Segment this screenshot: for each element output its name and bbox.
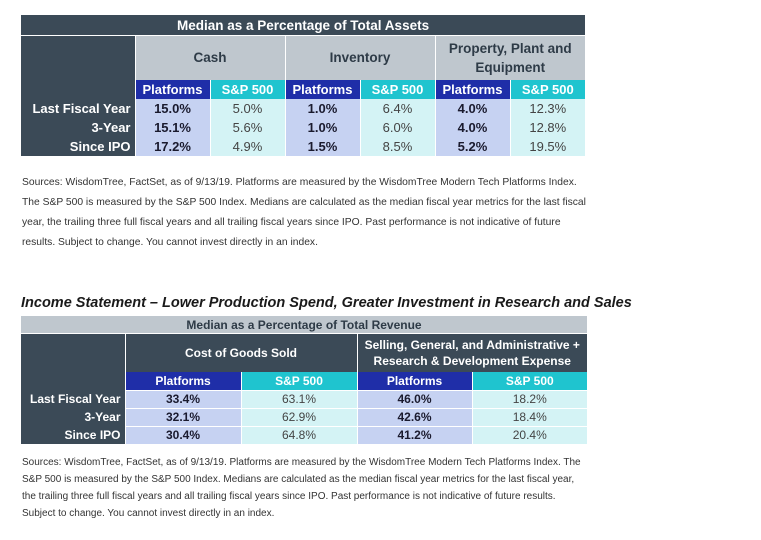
subheader-platforms: Platforms — [284, 79, 360, 99]
revenue-table-title: Median as a Percentage of Total Revenue — [21, 316, 588, 334]
row-label: 3-Year — [21, 117, 135, 137]
subheader-platforms: Platforms — [124, 371, 241, 390]
table-row: Since IPO 17.2% 4.9% 1.5% 8.5% 5.2% 19.5… — [21, 136, 586, 156]
cell-value: 1.0% — [284, 117, 360, 137]
cell-value: 4.9% — [209, 136, 285, 156]
cell-value: 6.4% — [359, 98, 435, 118]
group-cash: Cash — [134, 35, 285, 80]
cell-value: 15.1% — [134, 117, 210, 137]
cell-value: 1.5% — [284, 136, 360, 156]
row-label: Last Fiscal Year — [21, 98, 135, 118]
revenue-table: Median as a Percentage of Total Revenue … — [21, 316, 588, 444]
cell-value: 62.9% — [240, 407, 357, 426]
cell-value: 33.4% — [124, 389, 241, 408]
table-row: Last Fiscal Year 15.0% 5.0% 1.0% 6.4% 4.… — [21, 98, 586, 118]
cell-value: 4.0% — [434, 117, 510, 137]
cell-value: 8.5% — [359, 136, 435, 156]
cell-value: 46.0% — [356, 389, 472, 408]
row-label: Last Fiscal Year — [21, 390, 125, 408]
cell-value: 20.4% — [471, 425, 588, 444]
cell-value: 17.2% — [134, 136, 210, 156]
cell-value: 64.8% — [240, 425, 357, 444]
subheader-sp500: S&P 500 — [471, 371, 588, 390]
group-inventory: Inventory — [284, 35, 435, 80]
sources-note: Sources: WisdomTree, FactSet, as of 9/13… — [22, 177, 586, 248]
cell-value: 5.0% — [209, 98, 285, 118]
subheader-sp500: S&P 500 — [359, 79, 435, 99]
row-label: Since IPO — [21, 426, 125, 444]
cell-value: 15.0% — [134, 98, 210, 118]
assets-table-title: Median as a Percentage of Total Assets — [21, 15, 586, 36]
subheader-sp500: S&P 500 — [209, 79, 285, 99]
cell-value: 32.1% — [124, 407, 241, 426]
cell-value: 18.4% — [471, 407, 588, 426]
subheader-platforms: Platforms — [434, 79, 510, 99]
row-label: Since IPO — [21, 136, 135, 156]
cell-value: 30.4% — [124, 425, 241, 444]
cell-value: 12.8% — [509, 117, 586, 137]
table-row: 3-Year 15.1% 5.6% 1.0% 6.0% 4.0% 12.8% — [21, 117, 586, 137]
cell-value: 41.2% — [356, 425, 472, 444]
cell-value: 12.3% — [509, 98, 586, 118]
subheader-platforms: Platforms — [356, 371, 472, 390]
cell-value: 5.2% — [434, 136, 510, 156]
cell-value: 63.1% — [240, 389, 357, 408]
cell-value: 5.6% — [209, 117, 285, 137]
cell-value: 18.2% — [471, 389, 588, 408]
table-corner — [21, 35, 135, 99]
cell-value: 1.0% — [284, 98, 360, 118]
table-row: Last Fiscal Year 33.4% 63.1% 46.0% 18.2% — [21, 389, 588, 408]
subheader-sp500: S&P 500 — [509, 79, 586, 99]
table-corner — [21, 333, 125, 390]
subheader-platforms: Platforms — [134, 79, 210, 99]
group-cogs: Cost of Goods Sold — [124, 333, 357, 372]
cell-value: 6.0% — [359, 117, 435, 137]
group-ppe: Property, Plant and Equipment — [434, 35, 586, 80]
cell-value: 42.6% — [356, 407, 472, 426]
group-sga-rd: Selling, General, and Administrative + R… — [356, 333, 588, 372]
table-row: 3-Year 32.1% 62.9% 42.6% 18.4% — [21, 407, 588, 426]
cell-value: 4.0% — [434, 98, 510, 118]
sources-note: Sources: WisdomTree, FactSet, as of 9/13… — [22, 457, 581, 519]
section-heading: Income Statement – Lower Production Spen… — [21, 295, 632, 311]
table-row: Since IPO 30.4% 64.8% 41.2% 20.4% — [21, 425, 588, 444]
row-label: 3-Year — [21, 408, 125, 426]
cell-value: 19.5% — [509, 136, 586, 156]
subheader-sp500: S&P 500 — [240, 371, 357, 390]
assets-table: Median as a Percentage of Total Assets C… — [21, 15, 586, 156]
